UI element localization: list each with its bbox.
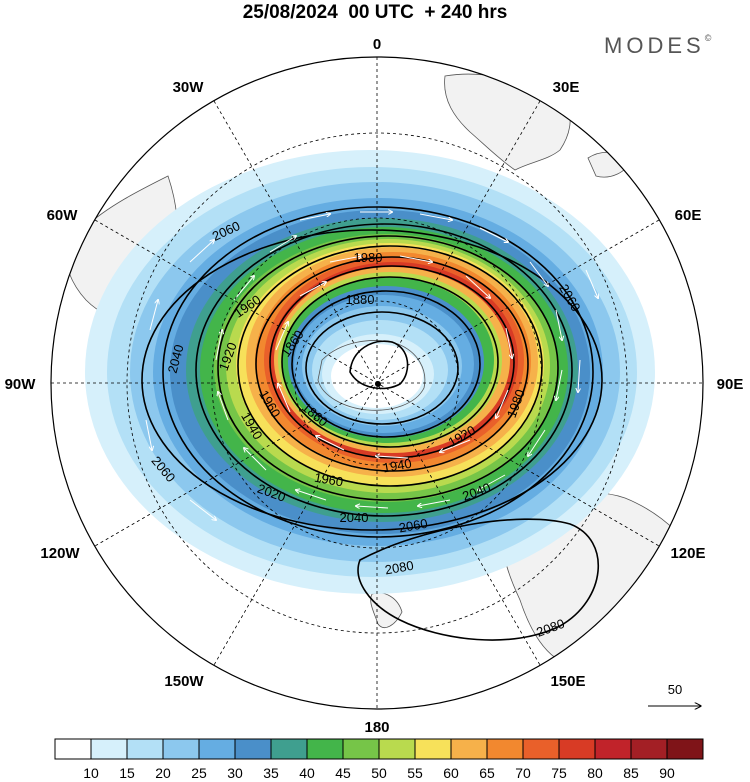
colorbar-box: [558, 738, 596, 760]
contour-label: 2040: [340, 510, 369, 525]
colorbar-label: 70: [515, 765, 531, 781]
colorbar-box: [414, 738, 452, 760]
colorbar-box: [378, 738, 416, 760]
colorbar-label: 40: [299, 765, 315, 781]
new-zealand-land: [370, 592, 403, 628]
contour-label: 1940: [382, 456, 413, 476]
colorbar-label: 80: [587, 765, 603, 781]
longitude-labels: 0 30E 60E 90E 120E 150E 180 150W 120W 90…: [5, 36, 744, 736]
height-contours: [141, 206, 603, 641]
colorbar-label: 30: [227, 765, 243, 781]
colorbar-label: 25: [191, 765, 207, 781]
colorbar-box: [306, 738, 344, 760]
map-title: 25/08/2024 00 UTC + 240 hrs: [242, 2, 508, 23]
colorbar-boxes: [54, 738, 704, 760]
contour-label: 1880: [346, 292, 375, 307]
contour-label: 1980: [354, 250, 383, 265]
colorbar-box: [198, 738, 236, 760]
colorbar-box: [162, 738, 200, 760]
graticule: [51, 57, 703, 709]
colorbar-box: [522, 738, 560, 760]
lon-label-30w: 30W: [173, 79, 205, 96]
lon-label-90e: 90E: [717, 376, 744, 393]
colorbar-label: 60: [443, 765, 459, 781]
colorbar-label: 35: [263, 765, 279, 781]
colorbar-label: 45: [335, 765, 351, 781]
contour-label: 1960: [313, 470, 344, 490]
colorbar-box: [126, 738, 164, 760]
brand-name: MODES: [604, 33, 705, 58]
lon-label-0: 0: [373, 36, 381, 53]
colorbar-label: 90: [659, 765, 675, 781]
colorbar-label: 65: [479, 765, 495, 781]
colorbar: 10 15 20 25 30 35 40 45 50 55 60 65 70 75 80 85 90: [54, 738, 704, 781]
colorbar-label: 55: [407, 765, 423, 781]
colorbar-box: [486, 738, 524, 760]
colorbar-box: [270, 738, 308, 760]
lon-label-60e: 60E: [675, 207, 702, 224]
lon-label-120w: 120W: [40, 545, 80, 562]
contour-label: 2040: [165, 343, 187, 375]
contour-label: 2060: [398, 516, 429, 536]
colorbar-label: 20: [155, 765, 171, 781]
colorbar-box: [54, 738, 92, 760]
colorbar-label: 85: [623, 765, 639, 781]
lon-label-60w: 60W: [47, 207, 79, 224]
colorbar-label: 50: [371, 765, 387, 781]
map-border: [50, 56, 704, 710]
brand-logo: MODES©: [604, 33, 711, 59]
colorbar-label: 10: [83, 765, 99, 781]
lon-label-90w: 90W: [5, 376, 37, 393]
lon-label-30e: 30E: [553, 79, 580, 96]
lon-label-180: 180: [364, 719, 389, 736]
colorbar-box: [342, 738, 380, 760]
contour-label: 2080: [384, 558, 415, 578]
colorbar-box: [450, 738, 488, 760]
lon-label-120e: 120E: [670, 545, 705, 562]
polar-map: 0 30E 60E 90E 120E 150E 180 150W 120W 90…: [5, 36, 744, 736]
vector-scale: 50: [648, 682, 701, 706]
colorbar-box: [234, 738, 272, 760]
colorbar-label: 75: [551, 765, 567, 781]
wind-vectors: [145, 212, 598, 520]
colorbar-label: 15: [119, 765, 135, 781]
brand-copyright: ©: [704, 33, 712, 43]
colorbar-labels: 10 15 20 25 30 35 40 45 50 55 60 65 70 75 80 85 90: [83, 765, 675, 781]
colorbar-box: [630, 738, 668, 760]
lon-label-150e: 150E: [550, 673, 585, 690]
lon-label-150w: 150W: [164, 673, 204, 690]
colorbar-box: [594, 738, 632, 760]
colorbar-box: [90, 738, 128, 760]
colorbar-box: [666, 738, 704, 760]
vector-scale-label: 50: [668, 682, 682, 697]
